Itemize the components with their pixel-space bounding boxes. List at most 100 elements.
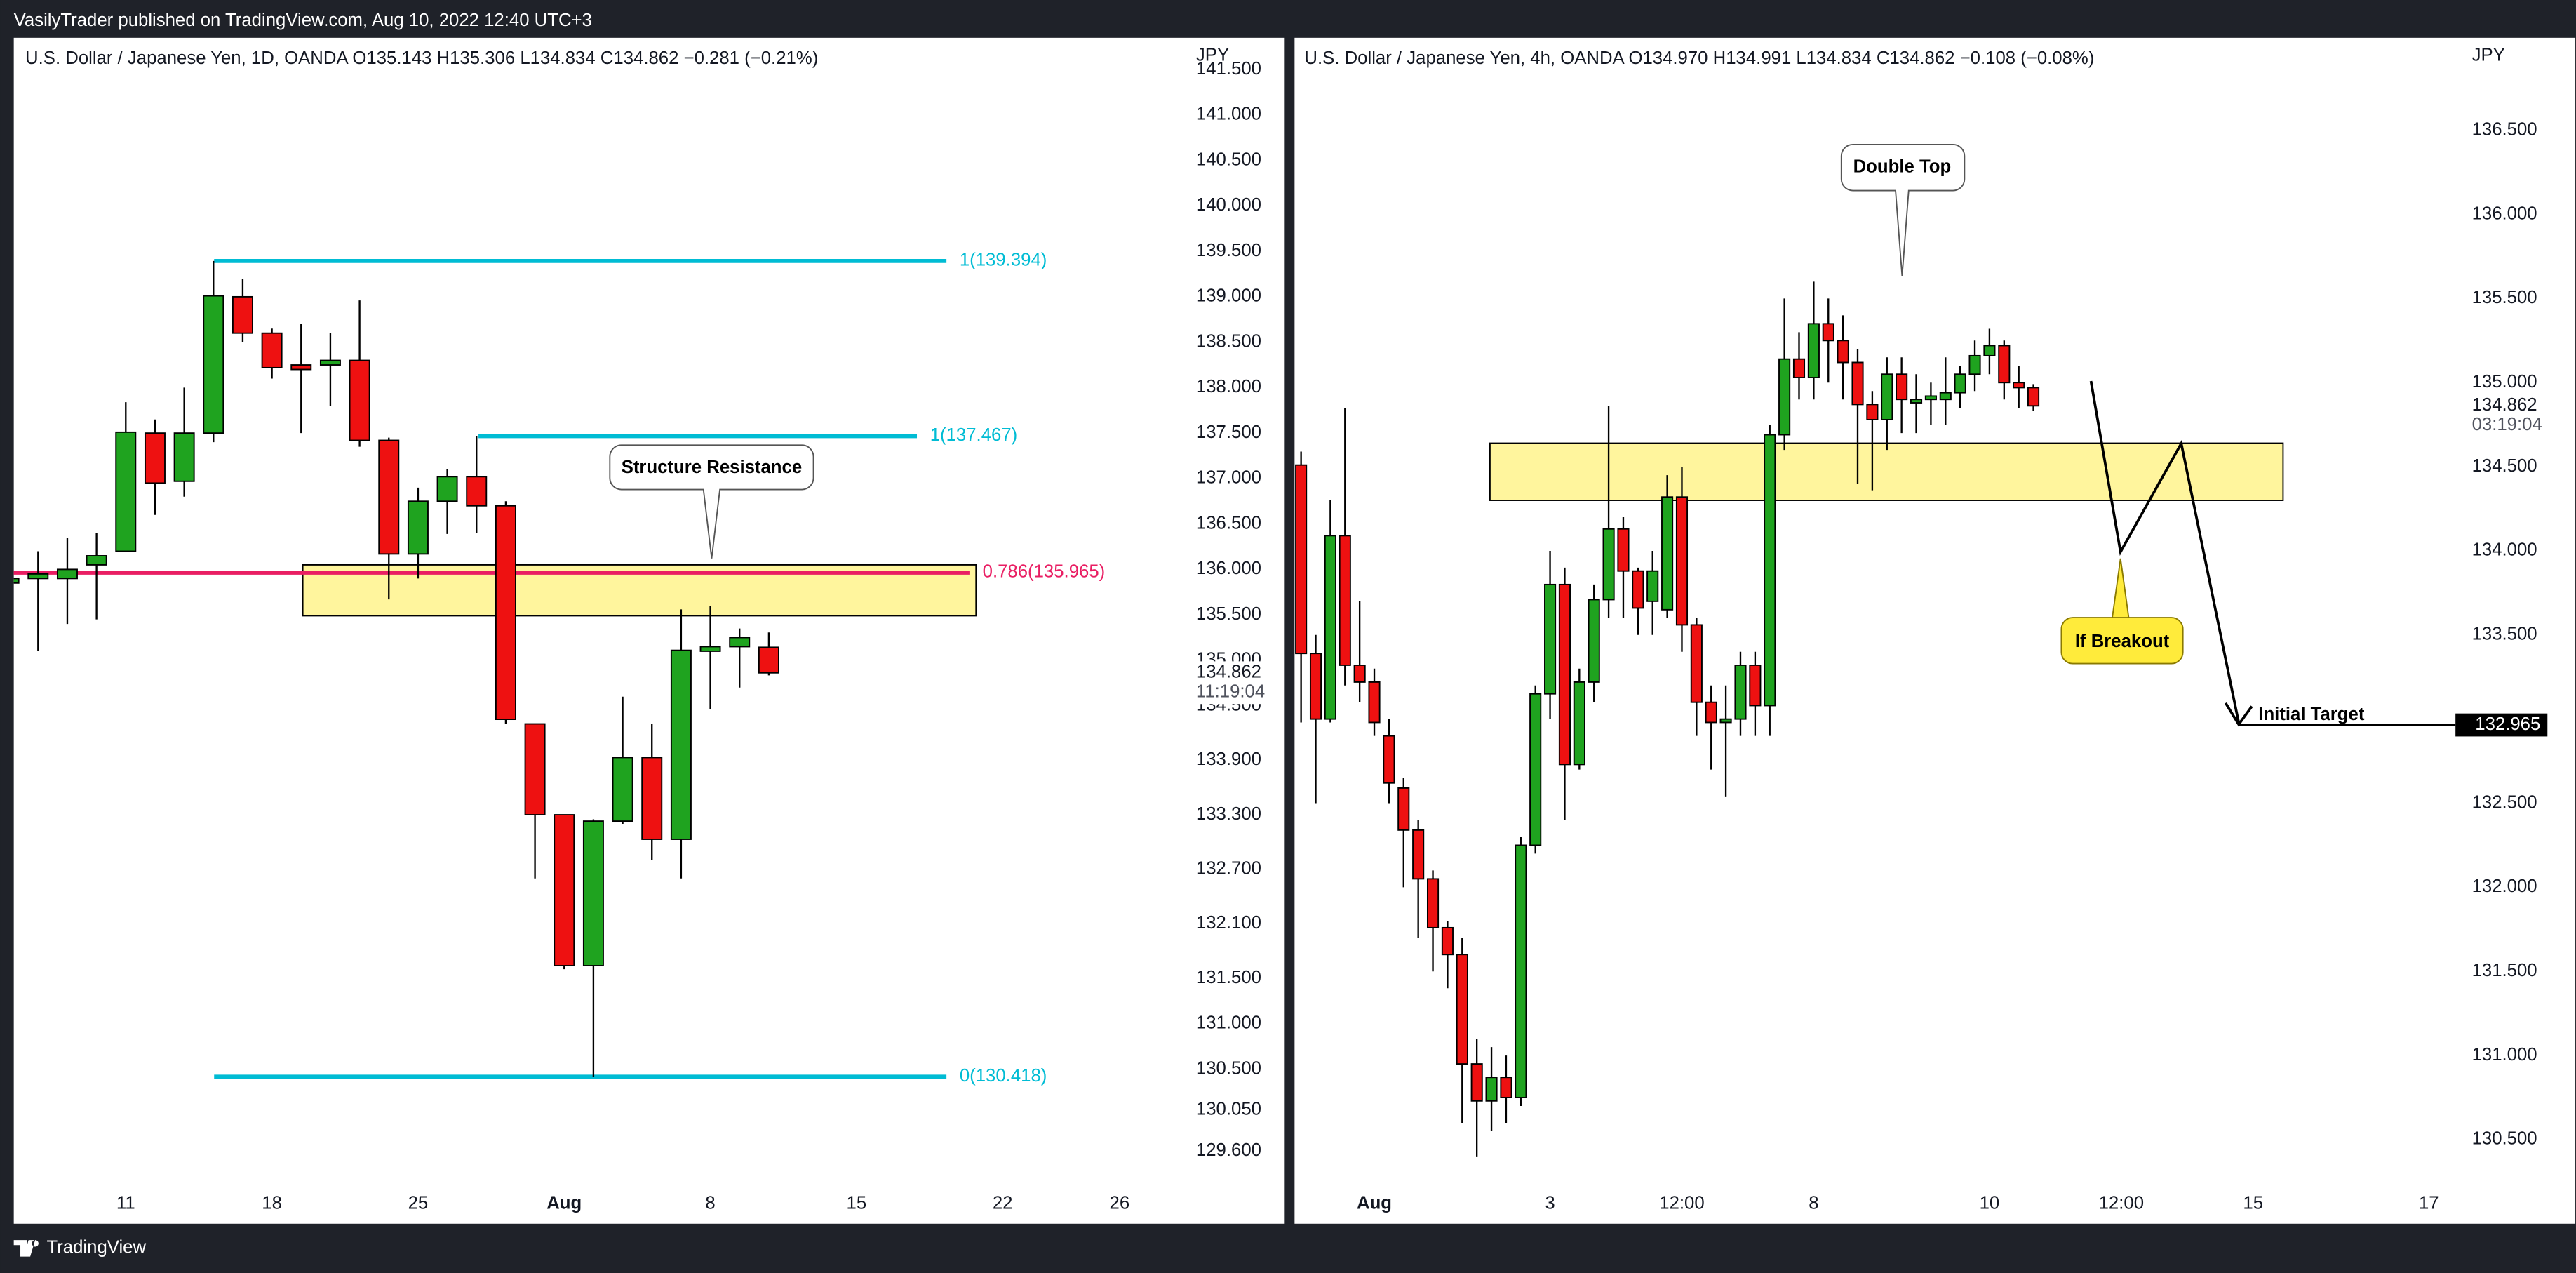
candle-body <box>144 432 166 484</box>
x-tick-label: Aug <box>1357 1193 1392 1213</box>
candle-body <box>1456 954 1468 1065</box>
x-tick-label: 12:00 <box>2099 1193 2144 1213</box>
x-tick-label: 8 <box>705 1193 715 1213</box>
y-tick-label: 140.500 <box>1196 149 1261 169</box>
candle-body <box>1792 358 1806 378</box>
candle-body <box>1602 528 1615 601</box>
candle-body <box>1749 665 1762 707</box>
y-tick-label: 132.700 <box>1196 859 1261 879</box>
y-tick-label: 130.050 <box>1196 1100 1261 1119</box>
right-panel <box>1294 37 2576 1224</box>
candle-body <box>1295 464 1308 655</box>
candle-body <box>1690 624 1703 703</box>
y-tick-label: 139.500 <box>1196 241 1261 260</box>
chart-title: U.S. Dollar / Japanese Yen, 1D, OANDA O1… <box>25 48 818 68</box>
y-tick-label: 135.500 <box>1196 604 1261 624</box>
candle-body <box>1881 373 1893 420</box>
candle-body <box>1397 787 1410 831</box>
y-tick-label: 134.500 <box>2472 456 2537 476</box>
candle-body <box>1807 323 1820 378</box>
candle-body <box>1529 693 1542 846</box>
callout-shape <box>1840 144 1966 276</box>
candle-body <box>641 757 663 840</box>
candle-body <box>1954 373 1966 394</box>
last-price-label: 134.862 <box>2472 395 2537 415</box>
candle-body <box>1632 570 1644 609</box>
x-tick-label: 26 <box>1110 1193 1130 1213</box>
candle-body <box>1837 340 1849 364</box>
candle-body <box>407 500 429 555</box>
candle-body <box>232 295 253 334</box>
candle-body <box>670 649 692 840</box>
y-tick-label: 133.300 <box>1196 804 1261 824</box>
candle-body <box>729 636 751 648</box>
target-price-bg <box>2455 713 2548 737</box>
candle-body <box>1339 535 1351 666</box>
candle-body <box>1617 528 1630 572</box>
candle-body <box>1646 570 1659 602</box>
candle-body <box>349 359 370 441</box>
y-tick-label: 138.500 <box>1196 331 1261 351</box>
y-tick-label: 131.000 <box>2472 1045 2537 1065</box>
y-tick-label: 131.000 <box>1196 1013 1261 1033</box>
y-tick-label: 136.000 <box>2472 204 2537 223</box>
candle-body <box>1983 345 1996 356</box>
logo <box>13 1240 39 1257</box>
candle-body <box>1939 392 1952 401</box>
y-tick-label: 135.500 <box>2472 288 2537 307</box>
axis-unit: JPY <box>2472 45 2505 65</box>
candle-body <box>1412 829 1425 880</box>
candle-body <box>1588 599 1600 683</box>
fib-level-label: 1(139.394) <box>960 251 1047 270</box>
candle-body <box>1719 718 1732 724</box>
candle-body <box>1558 583 1571 766</box>
candle-body <box>1515 844 1527 1098</box>
y-tick-label: 136.000 <box>1196 559 1261 578</box>
candle-body <box>495 505 516 721</box>
candle-body <box>1822 323 1834 342</box>
candle-body <box>1500 1077 1512 1098</box>
candle-body <box>1764 434 1776 707</box>
candle-body <box>1910 399 1923 404</box>
candle-body <box>1778 358 1791 436</box>
y-tick-label: 133.500 <box>2472 625 2537 644</box>
y-tick-label: 135.000 <box>2472 372 2537 392</box>
candle-body <box>1851 361 1864 406</box>
y-tick-label: 132.500 <box>2472 792 2537 812</box>
y-tick-label: 130.500 <box>2472 1129 2537 1149</box>
candle-body <box>699 646 721 652</box>
candle-body <box>1866 404 1879 420</box>
zone <box>1489 442 2284 501</box>
left-panel <box>13 37 1285 1224</box>
chart-title: U.S. Dollar / Japanese Yen, 4h, OANDA O1… <box>1304 48 2094 68</box>
x-tick-label: 22 <box>993 1193 1013 1213</box>
candle-body <box>173 432 195 482</box>
candle-body <box>319 359 341 366</box>
candle-body <box>1998 345 2011 384</box>
last-price-label: 134.862 <box>1196 662 1261 682</box>
y-tick-label: 136.500 <box>1196 513 1261 533</box>
x-tick-label: 11 <box>116 1193 135 1213</box>
candle-body <box>1441 926 1454 956</box>
y-tick-label: 141.000 <box>1196 105 1261 124</box>
candle-body <box>1896 373 1908 401</box>
candle-body <box>13 578 20 584</box>
candle-body <box>203 295 224 434</box>
y-tick-label: 137.000 <box>1196 468 1261 488</box>
x-tick-label: 8 <box>1809 1193 1818 1213</box>
axis-unit: JPY <box>1196 45 1229 65</box>
callout-shape <box>609 444 814 559</box>
candle-body <box>1309 653 1322 720</box>
candle-body <box>56 568 78 580</box>
callout-text: Double Top <box>1853 157 1952 177</box>
y-tick-label: 130.500 <box>1196 1058 1261 1078</box>
double-top-callout: Double Top <box>1840 144 1966 276</box>
y-tick-label: 131.500 <box>2472 961 2537 980</box>
candle-body <box>86 555 107 566</box>
candle-body <box>554 814 575 966</box>
candle-body <box>2027 387 2040 407</box>
x-tick-label: 18 <box>262 1193 282 1213</box>
candles <box>1295 281 2040 1157</box>
candle-body <box>261 332 283 368</box>
candle-body <box>436 476 458 502</box>
